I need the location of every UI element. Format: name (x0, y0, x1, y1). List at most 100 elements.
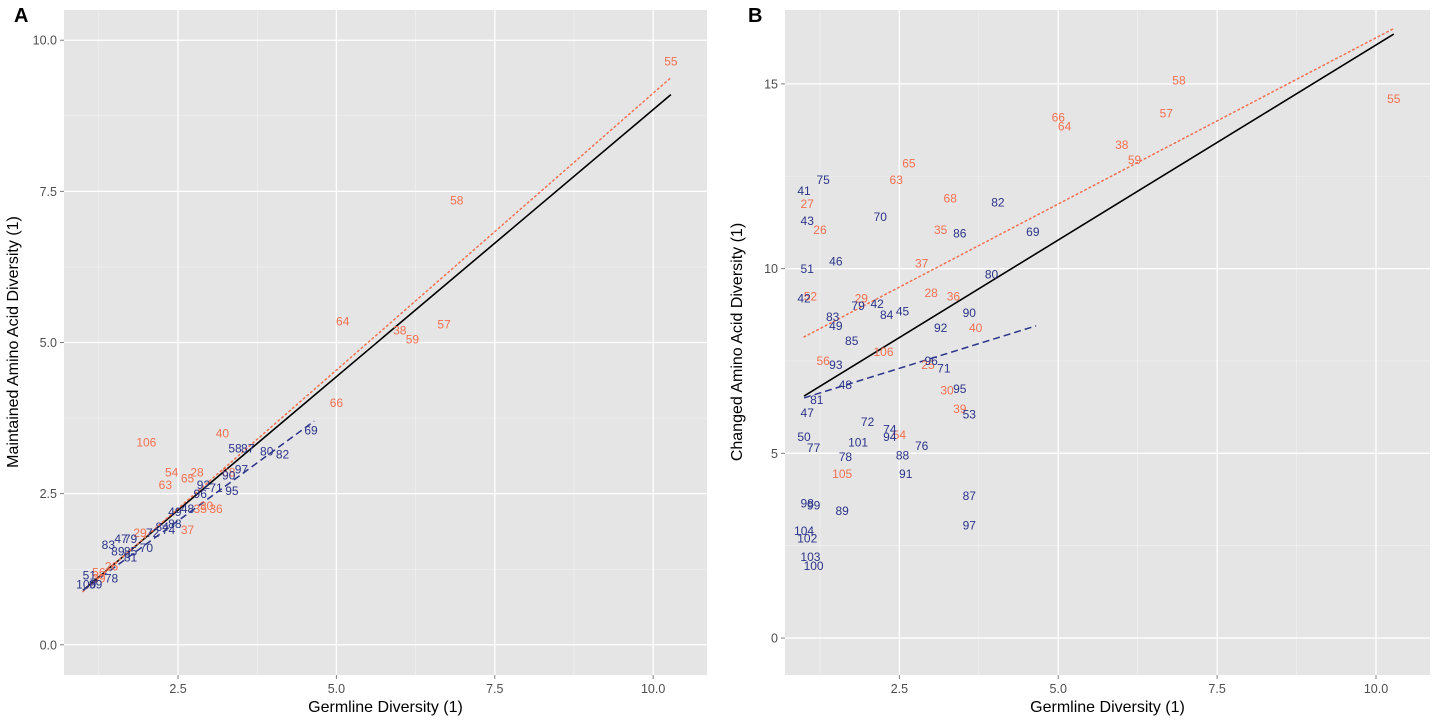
panel-a-point-orange-106: 106 (136, 435, 156, 449)
panel-b-point-blue-99: 99 (807, 498, 821, 512)
panel-b-point-orange-63: 63 (890, 173, 904, 187)
panel-a-blue-fit-line (82, 420, 315, 591)
panel-b-point-orange-55: 55 (1387, 92, 1401, 106)
panel-a-x-tick-label: 5.0 (328, 682, 345, 696)
panel-b-point-blue-84: 84 (880, 308, 894, 322)
panel-a-x-tick-label: 7.5 (486, 682, 503, 696)
panel-b-point-blue-104: 104 (794, 524, 814, 538)
panel-b-point-blue-79: 79 (851, 299, 865, 313)
panel-b-point-blue-48: 48 (839, 378, 853, 392)
panel-a-point-blue-84: 84 (156, 520, 170, 534)
panel-a-y-tick-label: 7.5 (40, 185, 57, 199)
panel-a-point-orange-59: 59 (406, 333, 420, 347)
panel-b-y-tick-label: 15 (764, 77, 778, 91)
panel-b-point-blue-97: 97 (963, 519, 977, 533)
panel-b-x-tick-label: 7.5 (1208, 682, 1225, 696)
panel-a-point-blue-97: 97 (235, 463, 249, 477)
panel-a-point-blue-80: 80 (260, 445, 274, 459)
panel-b-point-blue-42: 42 (870, 297, 884, 311)
panel-a-x-tick-label: 2.5 (169, 682, 186, 696)
panel-b-point-blue-42: 42 (797, 291, 811, 305)
panel-a-point-blue-47: 47 (114, 532, 128, 546)
panel-b-point-blue-75: 75 (816, 173, 830, 187)
panel-b-point-orange-39: 39 (953, 402, 967, 416)
panel-b-orange-fit-line (803, 27, 1395, 338)
panel-a-point-orange-36: 36 (209, 502, 223, 516)
panel-b-point-orange-66: 66 (1052, 110, 1066, 124)
panel-b-point-orange-29: 29 (855, 291, 869, 305)
panel-a-point-blue-79: 79 (124, 532, 138, 546)
panel-a-point-orange-38: 38 (393, 324, 407, 338)
panel-a-point-blue-100: 100 (76, 578, 96, 592)
panel-a-point-orange-26: 26 (105, 559, 119, 573)
panel-a-point-orange-68: 68 (222, 466, 236, 480)
panel-a-point-blue-87: 87 (241, 441, 255, 455)
panel-b-point-blue-71: 71 (937, 362, 951, 376)
panel-a-point-blue-78: 78 (105, 571, 119, 585)
panel-b-point-orange-58: 58 (1172, 73, 1186, 87)
panel-b-point-blue-43: 43 (801, 214, 815, 228)
panel-b-point-blue-96: 96 (924, 354, 938, 368)
panel-a-point-orange-57: 57 (437, 318, 451, 332)
panel-a-point-orange-54: 54 (165, 466, 179, 480)
panel-b-point-blue-94: 94 (883, 430, 897, 444)
panel-b-point-blue-69: 69 (1026, 225, 1040, 239)
panel-b-point-orange-36: 36 (947, 290, 961, 304)
panel-a-y-tick-label: 5.0 (40, 336, 57, 350)
panel-a-point-orange-40: 40 (216, 426, 230, 440)
panel-b-point-blue-85: 85 (845, 334, 859, 348)
panel-a-point-blue-85: 85 (124, 544, 138, 558)
panel-a-point-orange-56: 56 (92, 565, 106, 579)
panel-a-y-tick-label: 2.5 (40, 487, 57, 501)
panel-b-y-ticks: 0 5 10 15 (764, 77, 785, 646)
panel-a-point-blue-90: 90 (222, 469, 236, 483)
panel-a-point-orange-65: 65 (181, 472, 195, 486)
panel-a-point-blue-95: 95 (225, 484, 239, 498)
panel-a-point-blue-83: 83 (102, 538, 116, 552)
panel-a-point-blue-99: 99 (89, 578, 103, 592)
panel-b-x-tick-label: 5.0 (1050, 682, 1067, 696)
panel-a-x-axis-title: Germline Diversity (1) (308, 699, 463, 716)
panel-b-point-blue-53: 53 (963, 408, 977, 422)
panel-b-point-blue-45: 45 (896, 304, 910, 318)
panel-b-point-orange-40: 40 (969, 321, 983, 335)
panel-a-fit-lines (82, 76, 672, 593)
panel-b-point-blue-90: 90 (963, 306, 977, 320)
panel-a-orange-fit-line (82, 76, 672, 593)
panel-b-point-blue-93: 93 (829, 358, 843, 372)
panel-b-point-blue-74: 74 (883, 423, 897, 437)
panel-b-point-blue-70: 70 (874, 210, 888, 224)
panel-a-point-blue-88: 88 (168, 517, 182, 531)
panel-b-gridlines (785, 10, 1430, 675)
panel-a-point-blue-70: 70 (140, 541, 154, 555)
panel-b-point-blue-87: 87 (963, 489, 977, 503)
panel-b-point-blue-81: 81 (810, 393, 824, 407)
panel-b-point-blue-50: 50 (797, 430, 811, 444)
panel-b-point-blue-100: 100 (804, 559, 824, 573)
panel-b-y-axis-title: Changed Amino Acid Diversity (1) (729, 223, 746, 461)
panel-b-point-orange-65: 65 (902, 157, 916, 171)
panel-b-y-tick-label: 5 (771, 447, 778, 461)
panel-a-point-orange-64: 64 (336, 315, 350, 329)
panel-b-point-blue-82: 82 (991, 195, 1005, 209)
panel-b-point-orange-25: 25 (921, 358, 935, 372)
panel-a-y-axis-title: Maintained Amino Acid Diversity (1) (5, 216, 22, 468)
panel-b-point-orange-56: 56 (816, 354, 830, 368)
panel-b-point-blue-86: 86 (953, 227, 967, 241)
panel-b-y-tick-label: 0 (771, 632, 778, 646)
panel-b-point-blue-78: 78 (839, 450, 853, 464)
panel-b-point-orange-105: 105 (832, 467, 852, 481)
panel-b-point-orange-68: 68 (944, 192, 958, 206)
panel-a-point-blue-58: 58 (228, 441, 242, 455)
panel-b-plot-area (785, 10, 1430, 675)
panel-b-point-blue-91: 91 (899, 467, 913, 481)
panel-a-point-orange-66: 66 (330, 396, 344, 410)
panel-b-point-orange-64: 64 (1058, 120, 1072, 134)
panel-a-point-blue-81: 81 (124, 550, 138, 564)
panel-b-letter: B (748, 5, 762, 27)
